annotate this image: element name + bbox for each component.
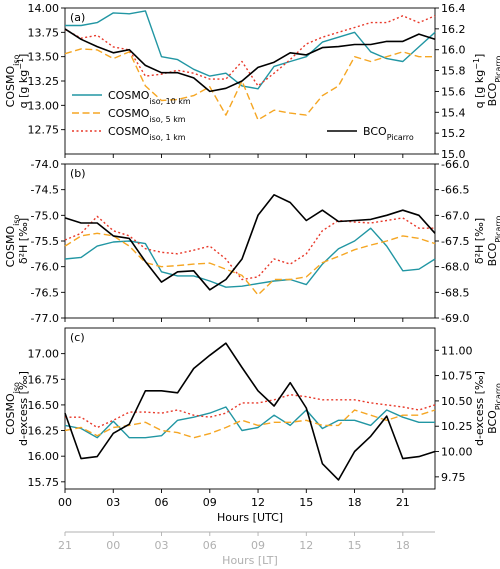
- svg-text:q [g kg−1]: q [g kg−1]: [472, 54, 487, 109]
- lt-tick-label: 09: [251, 539, 265, 552]
- y-right-tick-label: 15.0: [441, 148, 466, 161]
- svg-text:d-excess [‰]: d-excess [‰]: [473, 371, 486, 446]
- svg-text:δ²H [‰]: δ²H [‰]: [473, 218, 486, 264]
- y-left-tick-label: -76.0: [31, 261, 59, 274]
- y-right-tick-label: 10.00: [441, 446, 473, 459]
- y-right-tick-label: 16.2: [441, 23, 466, 36]
- y-left-tick-label: 16.75: [28, 373, 60, 386]
- y-right-tick-label: -66.5: [441, 184, 469, 197]
- y-left-tick-label: -76.5: [31, 286, 59, 299]
- svg-text:COSMOiso: COSMOiso: [4, 215, 21, 268]
- y-left-tick-label: -74.5: [31, 184, 59, 197]
- y-right-label: δ²H [‰] BCOPicarro: [473, 215, 500, 266]
- legend-label-cosmo10: COSMOiso, 10 km: [108, 89, 191, 106]
- svg-text:COSMOiso: COSMOiso: [4, 55, 21, 108]
- panel-3: 15.75 16.00 16.25 16.50 16.75 17.00 9.75 10.00 1…: [4, 327, 500, 493]
- y-left-tick-label: -75.5: [31, 235, 59, 248]
- x-axis-label: Hours [UTC]: [217, 511, 283, 524]
- y-left-tick-label: 13.00: [28, 99, 60, 112]
- y-left-tick-label: 16.50: [28, 399, 60, 412]
- y-right-tick-label: 16.4: [441, 2, 466, 15]
- series-line-cosmo5: [64, 409, 436, 439]
- y-left-tick-label: 13.25: [28, 75, 60, 88]
- series-line-cosmo5: [64, 48, 435, 121]
- y-right-tick-label: 10.25: [441, 420, 473, 433]
- panel-1: 12.75 13.00 13.25 13.50 13.75 14.00 15.0 15.2 15…: [4, 2, 500, 161]
- y-right-label: d-excess [‰] BCOPicarro: [473, 371, 500, 446]
- y-left-tick-label: 15.75: [28, 476, 60, 489]
- y-right-tick-label: -68.0: [441, 261, 469, 274]
- series-line-bco: [64, 342, 436, 481]
- y-left-tick-label: 13.75: [28, 26, 60, 39]
- panel-2: -77.0 -76.5 -76.0 -75.5 -75.0 -74.5 -74.0 -69.0…: [4, 158, 500, 325]
- x-tick-label: 09: [203, 496, 217, 509]
- y-left-tick-label: -75.0: [31, 209, 59, 222]
- series-line-cosmo1: [64, 215, 435, 281]
- svg-text:BCOPicarro: BCOPicarro: [486, 383, 500, 434]
- panel-label: (c): [70, 331, 85, 344]
- lt-tick-label: 00: [106, 539, 120, 552]
- y-right-tick-label: 9.75: [441, 471, 466, 484]
- lt-tick-label: 21: [58, 539, 72, 552]
- svg-text:BCOPicarro: BCOPicarro: [486, 215, 500, 266]
- y-right-tick-label: 10.50: [441, 395, 473, 408]
- y-right-tick-label: -67.5: [441, 235, 469, 248]
- svg-text:BCOPicarro: BCOPicarro: [486, 55, 500, 106]
- y-right-tick-label: 10.75: [441, 370, 473, 383]
- legend-label-cosmo5: COSMOiso, 5 km: [108, 107, 186, 124]
- series-line-bco: [64, 194, 436, 291]
- y-left-tick-label: 12.75: [28, 124, 60, 137]
- y-right-tick-label: 15.6: [441, 85, 466, 98]
- y-left-tick-label: 16.25: [28, 425, 60, 438]
- lt-tick-label: 06: [203, 539, 217, 552]
- y-right-tick-label: -66.0: [441, 158, 469, 171]
- panel-label: (a): [70, 11, 85, 24]
- series-line-cosmo5: [64, 232, 436, 296]
- x-tick-label: 03: [106, 496, 120, 509]
- y-left-tick-label: 17.00: [28, 348, 60, 361]
- y-left-tick-label: 16.00: [28, 450, 60, 463]
- svg-text:COSMOiso: COSMOiso: [4, 382, 21, 435]
- legend-label-bco: BCOPicarro: [363, 125, 414, 142]
- svg-text:d-excess [‰]: d-excess [‰]: [17, 371, 30, 446]
- x-tick-label: 15: [299, 496, 313, 509]
- y-right-tick-label: -68.5: [441, 286, 469, 299]
- lt-axis-label: Hours [LT]: [222, 554, 278, 567]
- x-tick-label: 00: [58, 496, 72, 509]
- series-line-cosmo10: [64, 406, 435, 439]
- y-right-tick-label: -67.0: [441, 209, 469, 222]
- plot-frame: [64, 327, 436, 490]
- y-right-label: q [g kg−1]BCOPicarro: [472, 54, 500, 109]
- lt-tick-label: 12: [299, 539, 313, 552]
- y-left-tick-label: -77.0: [31, 312, 59, 325]
- svg-text:q [g kg−1]: q [g kg−1]: [16, 54, 31, 109]
- y-left-tick-label: 14.00: [28, 2, 60, 15]
- x-tick-label: 06: [155, 496, 169, 509]
- lt-tick-label: 03: [155, 539, 169, 552]
- x-tick-label: 21: [396, 496, 410, 509]
- legend-label-cosmo1: COSMOiso, 1 km: [108, 125, 186, 142]
- y-right-tick-label: 15.8: [441, 65, 466, 78]
- y-right-tick-label: -69.0: [441, 312, 469, 325]
- y-left-tick-label: 13.50: [28, 51, 60, 64]
- x-tick-label: 12: [251, 496, 265, 509]
- x-tick-label: 18: [348, 496, 362, 509]
- y-right-tick-label: 15.4: [441, 106, 466, 119]
- lt-tick-label: 18: [396, 539, 410, 552]
- lt-tick-label: 15: [348, 539, 362, 552]
- series-line-cosmo10: [65, 10, 436, 90]
- y-left-tick-label: -74.0: [31, 158, 59, 171]
- series-line-bco: [64, 28, 436, 93]
- y-right-tick-label: 16.0: [441, 44, 466, 57]
- series-line-cosmo1: [65, 394, 436, 429]
- y-right-tick-label: 15.2: [441, 127, 466, 140]
- panel-label: (b): [70, 167, 86, 180]
- y-right-tick-label: 11.00: [441, 344, 473, 357]
- svg-text:δ²H [‰]: δ²H [‰]: [17, 218, 30, 264]
